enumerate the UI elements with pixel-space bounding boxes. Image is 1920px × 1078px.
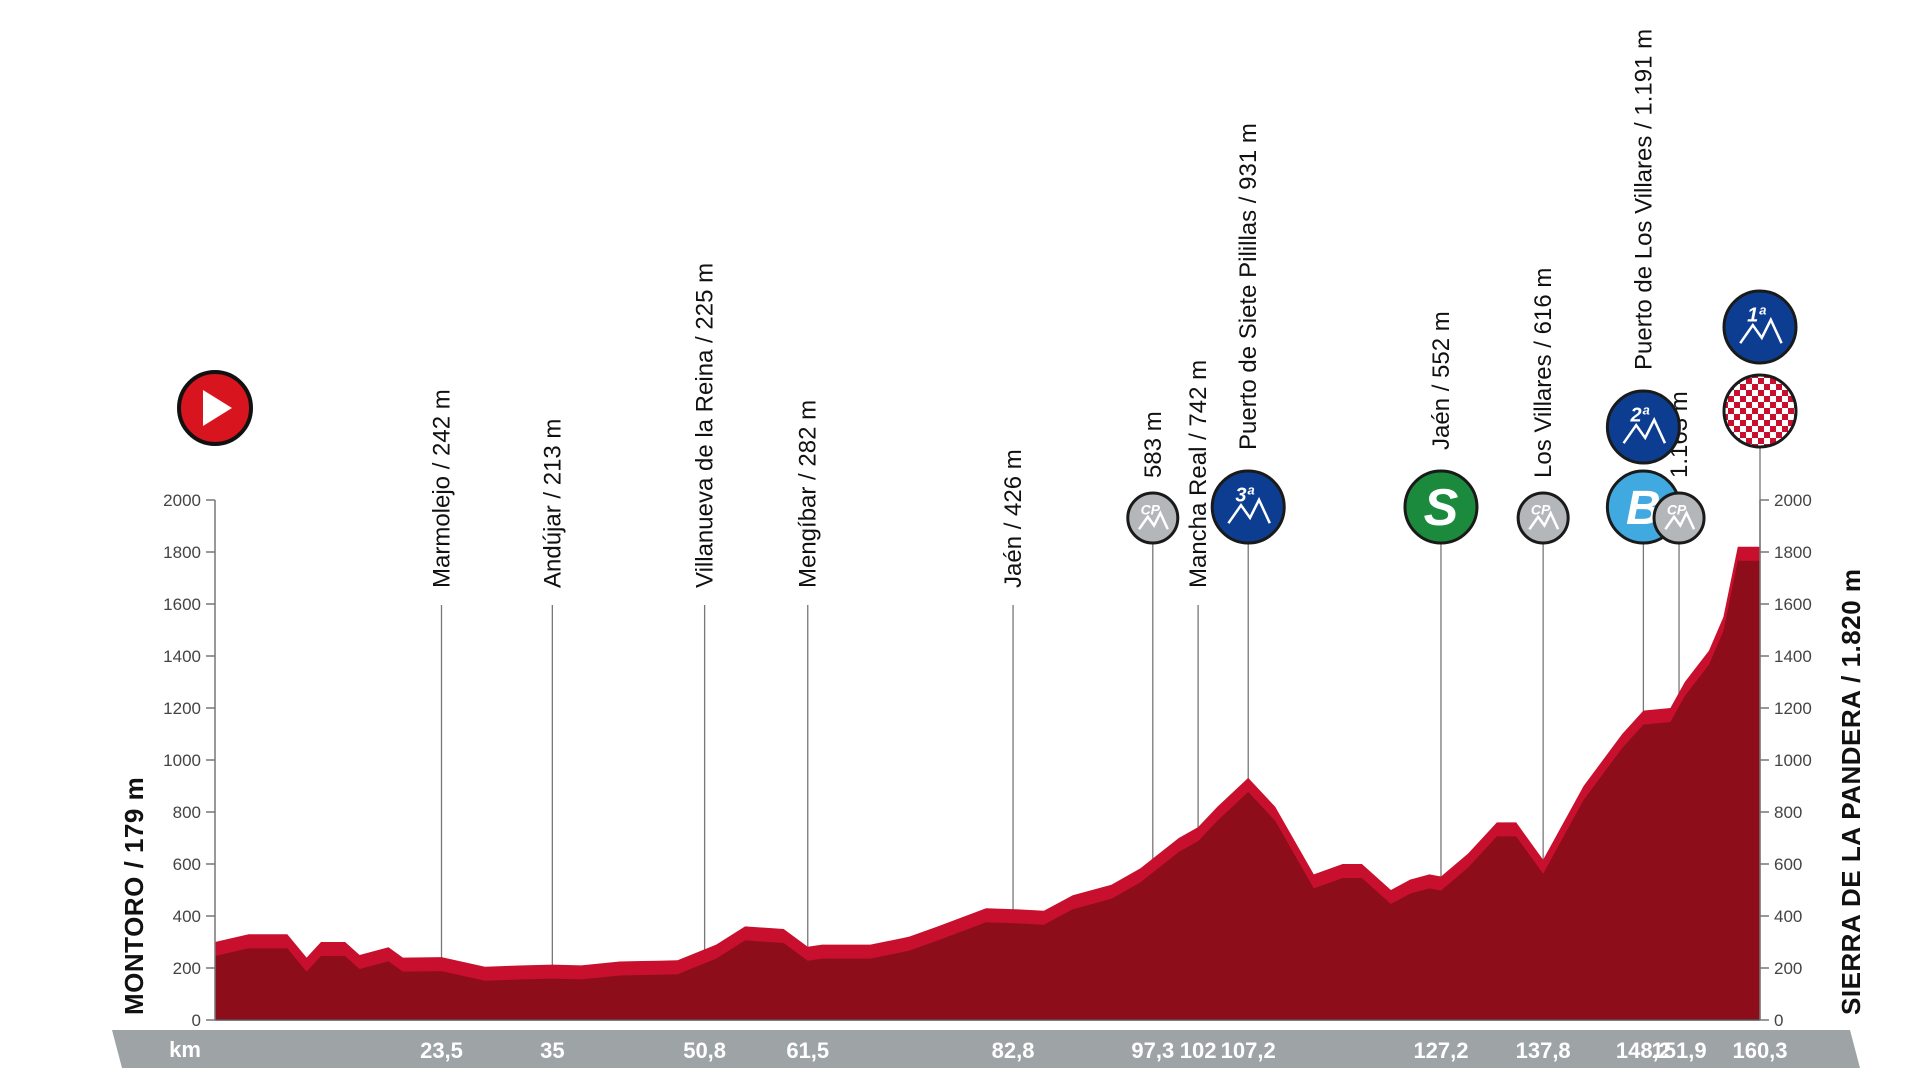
cp-climb-icon-circle [1652,491,1706,545]
right-altitude-axis: 0 200 400 600 800 1000 1200 1400 1600 1800 2000 [1759,491,1812,1030]
elevation-profile-shading [215,560,1760,1020]
left-altitude-axis: 0 200 400 600 800 1000 1200 1400 1600 1800 2000 [163,491,216,1030]
first-category-climb-icon-badge: 1ª [1747,305,1766,327]
cp-climb-icon-badge: CP [1667,501,1687,517]
elevation-profile [215,546,1760,1021]
second-category-climb-icon: 2ª [1605,389,1681,465]
sprint-icon-badge: S [1424,479,1459,537]
km-mark-label: 137,8 [1516,1038,1571,1063]
third-category-climb-icon-circle [1210,469,1286,545]
left-tick-label: 800 [173,803,201,822]
waypoint-label: Puerto de Siete Pilillas / 931 m [1235,123,1262,450]
finish-flag-icon [1722,373,1798,449]
left-tick-label: 1400 [163,647,201,666]
sprint-icon: S [1403,469,1479,545]
km-unit-label: km [169,1037,201,1062]
waypoint-label: Los Villares / 616 m [1530,268,1557,478]
km-mark-label: 102 [1180,1038,1217,1063]
right-tick-label: 600 [1774,855,1802,874]
km-mark-label: 148,2 [1616,1038,1671,1063]
km-mark-label: 97,3 [1131,1038,1174,1063]
play-triangle-icon [203,390,232,426]
second-category-climb-icon-mountain [1622,416,1667,444]
right-tick-label: 200 [1774,959,1802,978]
km-bar-background [112,1030,1860,1068]
third-category-climb-icon: 3ª [1210,469,1286,545]
waypoint-label: Mancha Real / 742 m [1185,360,1212,588]
waypoint-label: Andújar / 213 m [539,419,566,588]
right-tick-label: 1800 [1774,543,1812,562]
cp-climb-icon-badge: CP [1141,501,1161,517]
left-tick-label: 400 [173,907,201,926]
cp-climb-icon-mountain [1528,510,1560,530]
left-tick-label: 1200 [163,699,201,718]
waypoint-label: Villanueva de la Reina / 225 m [692,263,719,588]
waypoint-labels: Marmolejo / 242 m Andújar / 213 m Villanue… [428,29,1693,588]
km-mark-label: 35 [540,1038,564,1063]
cp-climb-icon-badge: CP [1531,501,1551,517]
left-tick-label: 200 [173,959,201,978]
right-tick-label: 400 [1774,907,1802,926]
left-tick-label: 0 [192,1011,201,1030]
left-tick-label: 2000 [163,491,201,510]
waypoint-label: Marmolejo / 242 m [428,389,455,588]
left-tick-label: 1000 [163,751,201,770]
waypoint-label: Mengíbar / 282 m [795,400,822,588]
km-mark-labels: 23,5 35 50,8 61,5 82,8 97,3 102 107,2 127,2 137,8… [420,1038,1787,1063]
waypoint-label: 583 m [1140,411,1167,478]
km-mark-label: 82,8 [992,1038,1035,1063]
cp-climb-icon: CP [1516,491,1570,545]
first-category-climb-icon: 1ª [1722,289,1798,365]
km-bar: km 23,5 35 50,8 61,5 82,8 97,3 102 107,2 127,2 13… [112,1030,1860,1068]
cp-climb-icon: CP [1126,491,1180,545]
third-category-climb-icon-badge: 3ª [1235,485,1254,507]
km-mark-label: 160,3 [1732,1038,1787,1063]
third-category-climb-icon-mountain [1227,496,1271,524]
start-marker [177,370,253,446]
right-tick-label: 0 [1774,1011,1783,1030]
first-category-climb-icon-mountain [1739,316,1783,344]
cp-climb-icon-circle [1126,491,1180,545]
right-tick-label: 1400 [1774,647,1812,666]
km-mark-label: 61,5 [786,1038,829,1063]
finish-flag-icon-circle [1722,373,1798,449]
second-category-climb-icon-circle [1605,389,1681,465]
sprint-icon-circle [1403,469,1479,545]
right-tick-label: 1000 [1774,751,1812,770]
left-tick-label: 1600 [163,595,201,614]
right-tick-label: 800 [1774,803,1802,822]
finish-location-label: SIERRA DE LA PANDERA / 1.820 m [1836,568,1866,1015]
left-tick-label: 600 [173,855,201,874]
km-mark-label: 23,5 [420,1038,463,1063]
waypoint-label: Jaén / 552 m [1428,311,1455,450]
cp-climb-icon-mountain [1138,510,1169,530]
km-mark-label: 151,9 [1652,1038,1707,1063]
km-mark-label: 50,8 [683,1038,726,1063]
right-tick-label: 2000 [1774,491,1812,510]
start-location-label: MONTORO / 179 m [119,777,149,1015]
second-category-climb-icon-badge: 2ª [1630,405,1650,427]
right-tick-label: 1200 [1774,699,1812,718]
first-category-climb-icon-circle [1722,289,1798,365]
waypoint-label: Jaén / 426 m [1000,449,1027,588]
cp-climb-icon-circle [1516,491,1570,545]
cp-climb-icon-mountain [1664,510,1696,530]
left-tick-label: 1800 [163,543,201,562]
km-mark-label: 127,2 [1413,1038,1468,1063]
right-tick-label: 1600 [1774,595,1812,614]
cp-climb-icon: CP [1652,491,1706,545]
waypoint-label: Puerto de Los Villares / 1.191 m [1630,29,1657,370]
km-mark-label: 107,2 [1221,1038,1276,1063]
